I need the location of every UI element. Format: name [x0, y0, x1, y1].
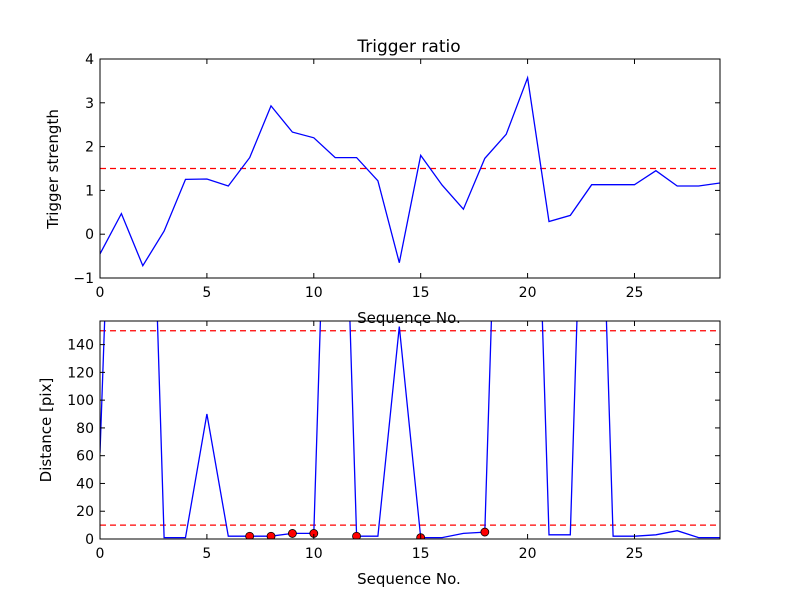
- x-tick-label: 25: [626, 285, 644, 301]
- data-point: [288, 529, 297, 538]
- x-tick-label: 0: [96, 546, 105, 562]
- data-point: [352, 531, 361, 539]
- x-axis-title: Sequence No.: [357, 309, 461, 327]
- y-tick-label: 140: [67, 338, 94, 354]
- x-tick-label: 15: [412, 285, 430, 301]
- y-axis-title: Distance [pix]: [37, 378, 55, 483]
- y-tick-label: 20: [76, 504, 94, 520]
- x-tick-label: 0: [96, 285, 105, 301]
- plot-area: [100, 321, 720, 539]
- y-tick-label: 0: [85, 532, 94, 548]
- y-tick-label: 0: [85, 227, 94, 243]
- y-tick-label: 80: [76, 421, 94, 437]
- x-tick-label: 25: [626, 546, 644, 562]
- x-tick-label: 20: [519, 546, 537, 562]
- y-tick-label: 40: [76, 476, 94, 492]
- plot-area: [100, 75, 720, 268]
- y-tick-label: 4: [85, 52, 94, 68]
- data-point: [266, 531, 276, 539]
- x-tick-label: 15: [412, 546, 430, 562]
- plot-frame: [99, 320, 721, 540]
- y-axis-title: Trigger strength: [44, 109, 62, 230]
- data-point: [480, 527, 490, 537]
- plot-title: Trigger ratio: [356, 37, 460, 57]
- series-line: [100, 75, 720, 268]
- x-tick-label: 5: [202, 546, 211, 562]
- series-line: [100, 321, 720, 539]
- x-axis-title: Sequence No.: [357, 570, 461, 588]
- x-tick-label: 20: [519, 285, 537, 301]
- trigger-ratio-panel: Trigger ratio Sequence No. Trigger stren…: [44, 37, 721, 327]
- y-tick-label: 3: [85, 96, 94, 112]
- x-tick-label: 10: [305, 546, 323, 562]
- y-tick-label: 100: [67, 393, 94, 409]
- data-point: [245, 531, 255, 539]
- x-tick-label: 5: [202, 285, 211, 301]
- plot-frame: [99, 58, 721, 279]
- y-tick-label: 1: [85, 183, 94, 199]
- y-tick-label: −1: [73, 271, 94, 287]
- y-tick-label: 2: [85, 140, 94, 156]
- y-tick-label: 120: [67, 365, 94, 381]
- distance-panel: Sequence No. Distance [pix] 0 5 10 15 20 25 0 2…: [37, 320, 721, 588]
- y-tick-label: 60: [76, 449, 94, 465]
- x-tick-label: 10: [305, 285, 323, 301]
